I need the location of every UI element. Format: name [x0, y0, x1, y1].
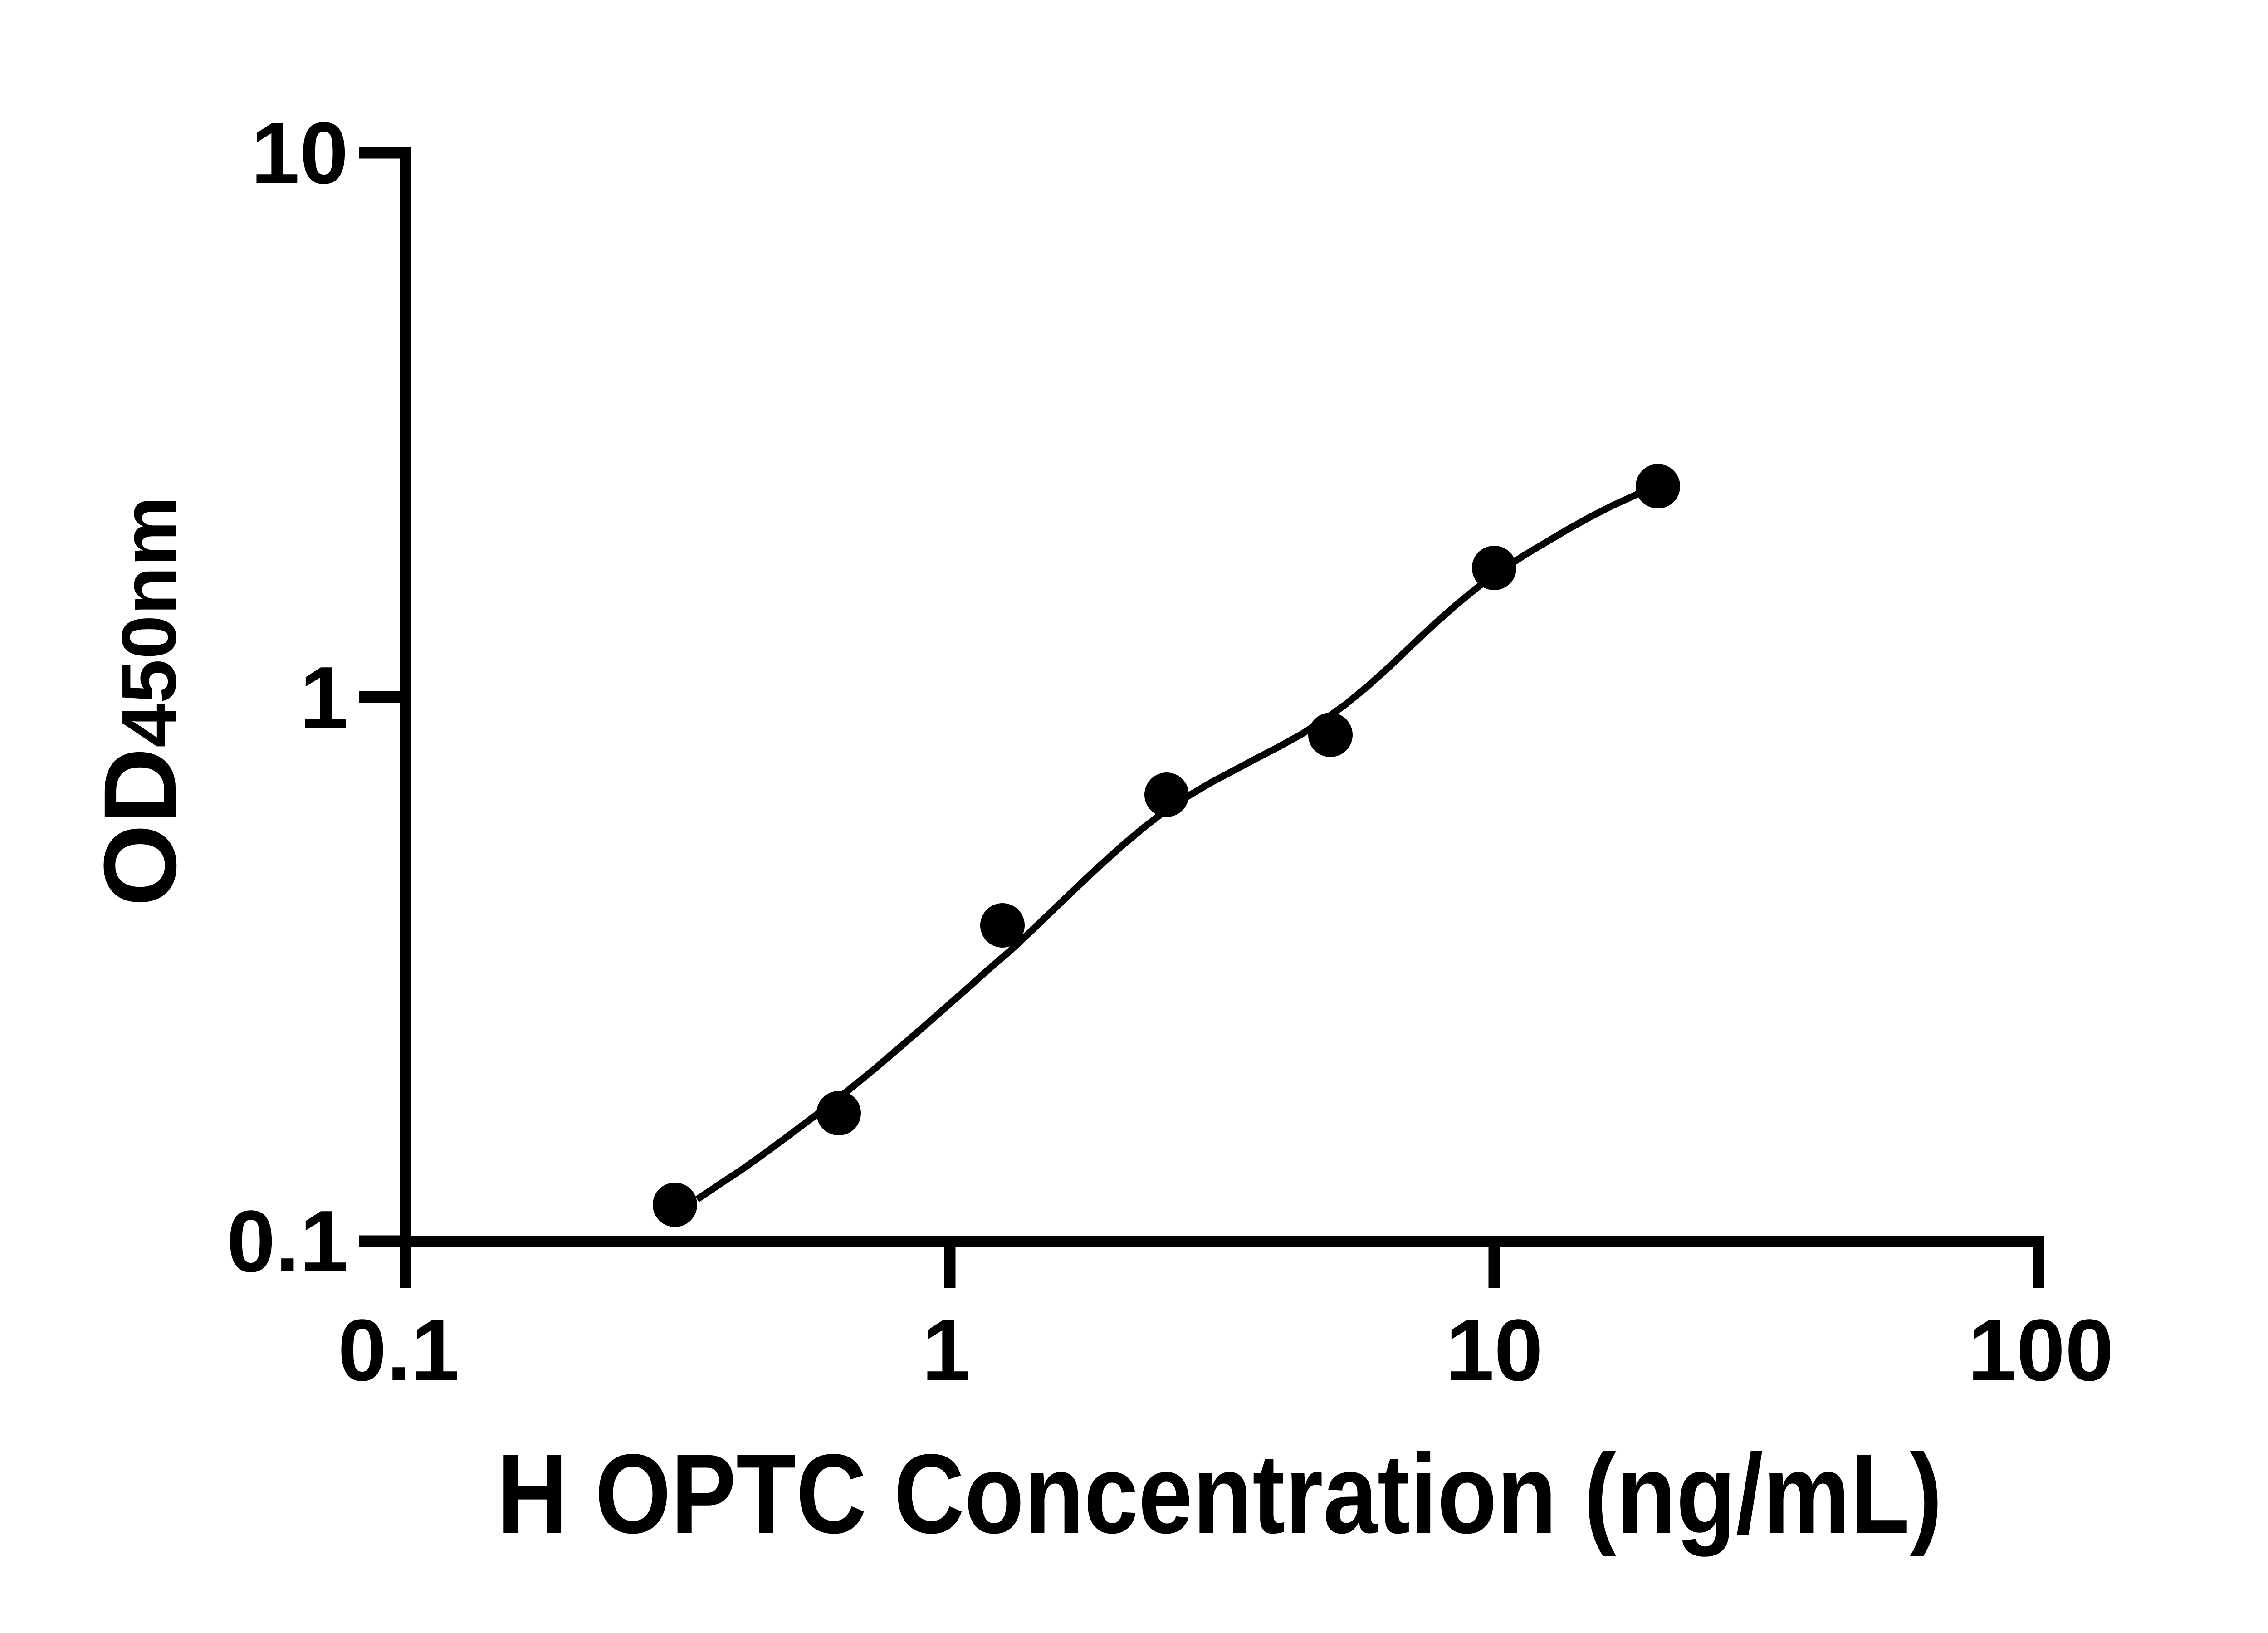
svg-text:1: 1: [922, 1301, 970, 1399]
svg-text:10: 10: [1446, 1301, 1543, 1399]
svg-text:10: 10: [251, 104, 348, 202]
svg-text:1: 1: [300, 648, 348, 746]
svg-text:0.1: 0.1: [338, 1301, 459, 1399]
svg-text:H OPTC Concentration (ng/mL): H OPTC Concentration (ng/mL): [497, 1431, 1942, 1557]
svg-text:0.1: 0.1: [227, 1192, 348, 1290]
svg-text:100: 100: [1968, 1301, 2114, 1399]
